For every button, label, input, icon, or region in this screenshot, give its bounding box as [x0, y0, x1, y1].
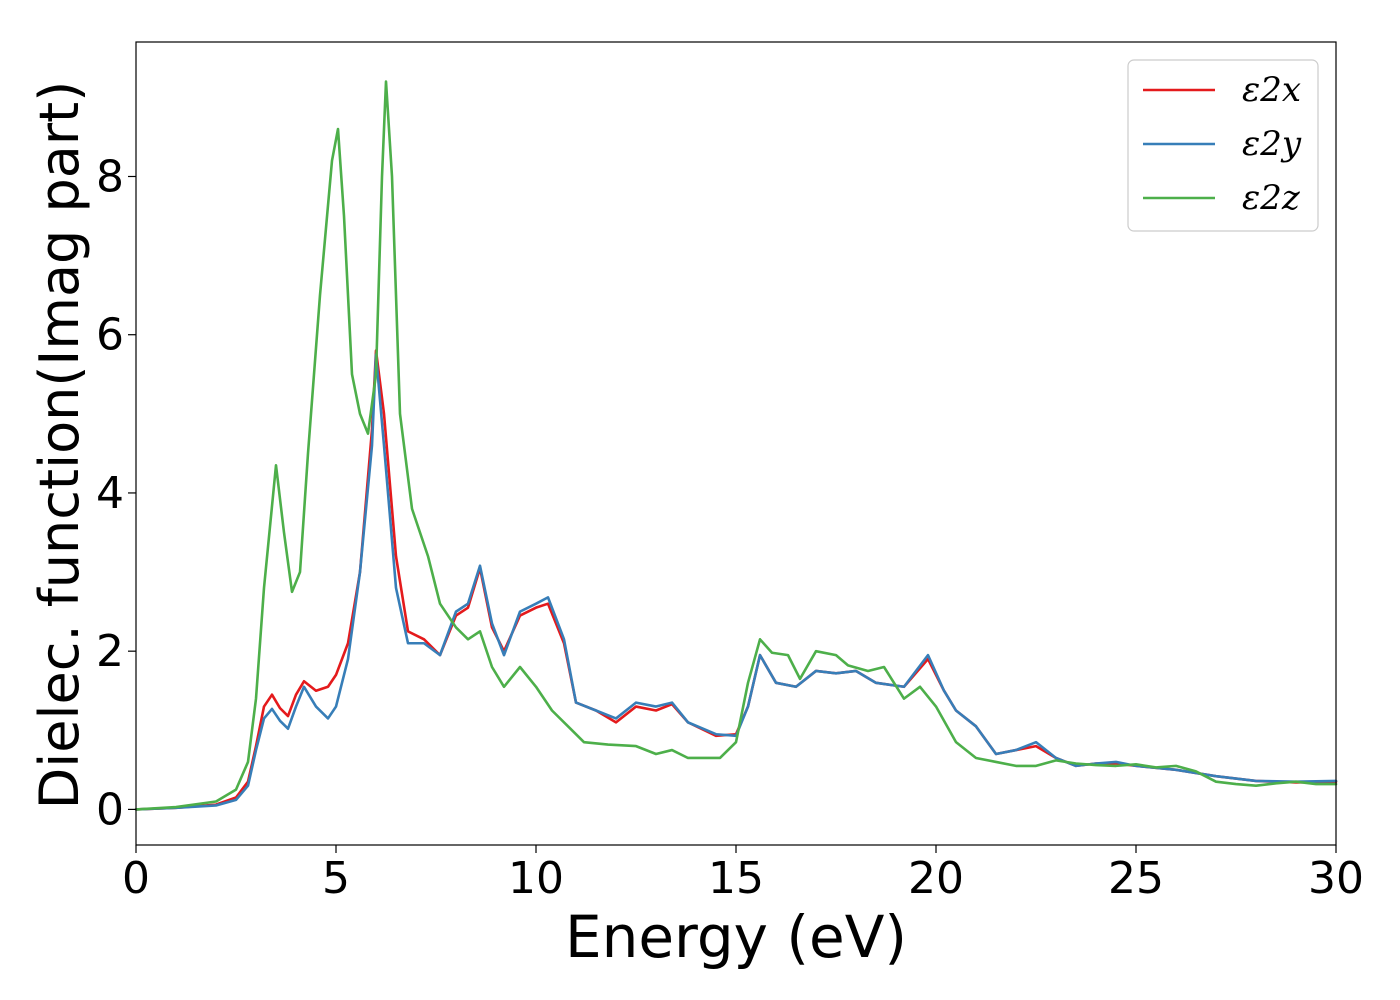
x-tick-label: 25 — [1108, 853, 1164, 904]
series-line-2 — [134, 353, 1338, 811]
legend: ε2x ε2y ε2z — [1127, 59, 1319, 232]
y-tick-label: 6 — [96, 310, 124, 361]
y-tick-label: 0 — [96, 784, 124, 835]
legend-box — [1127, 59, 1319, 232]
x-axis-label: Energy (eV) — [565, 903, 907, 971]
x-tick-label: 5 — [322, 853, 350, 904]
x-tick-label: 20 — [908, 853, 964, 904]
x-tick-label: 0 — [122, 853, 150, 904]
x-axis-ticks: 0 5 10 15 20 25 30 — [122, 845, 1364, 904]
x-tick-label: 10 — [508, 853, 564, 904]
x-tick-label: 15 — [708, 853, 764, 904]
series-line-3 — [134, 80, 1338, 811]
y-tick-label: 8 — [96, 151, 124, 202]
y-tick-label: 4 — [96, 468, 124, 519]
y-axis-label: Dielec. function(Imag part) — [28, 81, 91, 810]
series-lines — [134, 80, 1338, 811]
legend-label-1: ε2x — [1242, 70, 1301, 110]
legend-label-3: ε2z — [1242, 178, 1301, 218]
y-tick-label: 2 — [96, 626, 124, 677]
y-axis-ticks: 0 2 4 6 8 — [96, 151, 136, 835]
x-tick-label: 30 — [1308, 853, 1364, 904]
legend-label-2: ε2y — [1242, 124, 1302, 164]
